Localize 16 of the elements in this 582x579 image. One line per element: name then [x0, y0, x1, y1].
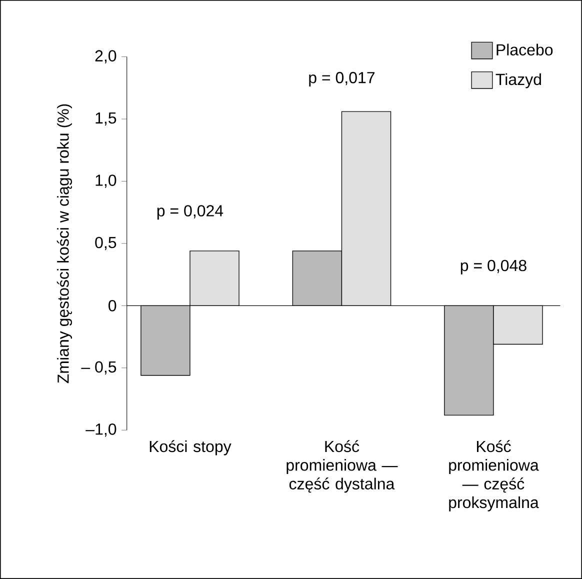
legend-label: Tiazyd [496, 73, 541, 88]
annotation: p = 0,017 [309, 72, 375, 86]
legend-label: Placebo [496, 44, 553, 56]
x-tick-label: Kość promieniowa — część proksymalna [449, 440, 539, 512]
x-tick-label: Kość promieniowa — część dystalna [286, 440, 398, 493]
annotation: p = 0,048 [460, 260, 526, 274]
y-tick-label: 2,0 [95, 50, 116, 64]
annotation: p = 0,024 [157, 205, 224, 220]
y-axis-title: Zmiany gęstości kości w ciągu roku (%) [56, 104, 72, 384]
y-tick-label: 1,5 [96, 112, 116, 126]
y-tick-label: 0 [108, 300, 116, 312]
x-tick-label: Kości stopy [150, 440, 232, 456]
y-tick-label: 0,5 [95, 236, 116, 250]
y-tick-label: –1,0 [86, 424, 116, 437]
y-tick-label: – 0,5 [81, 361, 116, 375]
y-tick-label: 1,0 [96, 174, 116, 188]
